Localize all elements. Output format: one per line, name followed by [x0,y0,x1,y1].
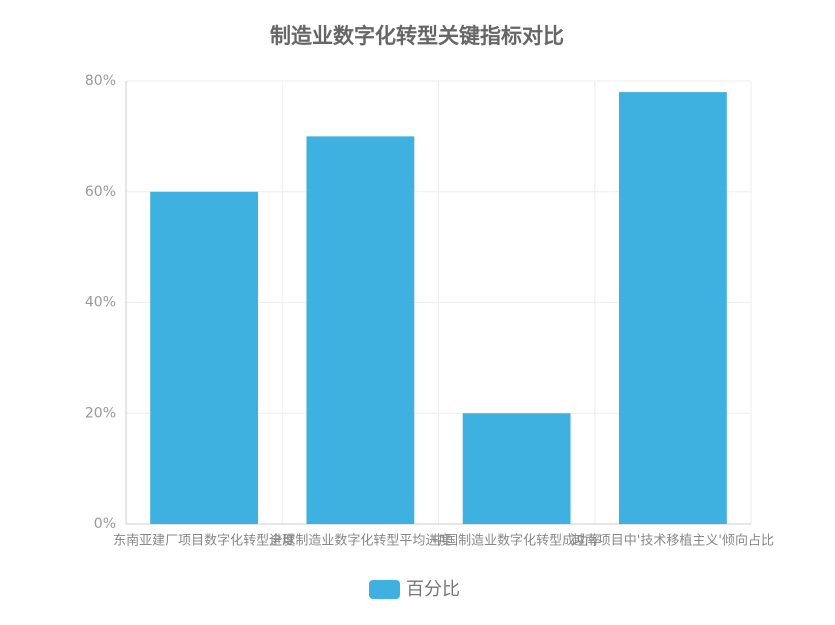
y-tick-label: 20% [85,405,116,421]
x-tick-label: 越南项目中'技术移植主义'倾向占比 [572,533,774,549]
x-tick-label: 东南亚建厂项目数字化转型进度 [113,533,295,549]
y-tick-label: 80% [85,73,116,89]
y-tick-label: 40% [85,295,116,311]
bar [306,136,415,524]
legend-swatch [369,580,400,599]
y-tick-label: 0% [94,516,116,532]
bar [462,413,571,524]
y-tick-label: 60% [85,184,116,200]
chart-title: 制造业数字化转型关键指标对比 [270,24,564,48]
bar [618,92,727,524]
x-tick-label: 中国制造业数字化转型成功率 [432,533,601,549]
legend-label: 百分比 [406,579,460,600]
bar [150,191,259,524]
x-tick-label: 全球制造业数字化转型平均进度 [269,533,451,549]
